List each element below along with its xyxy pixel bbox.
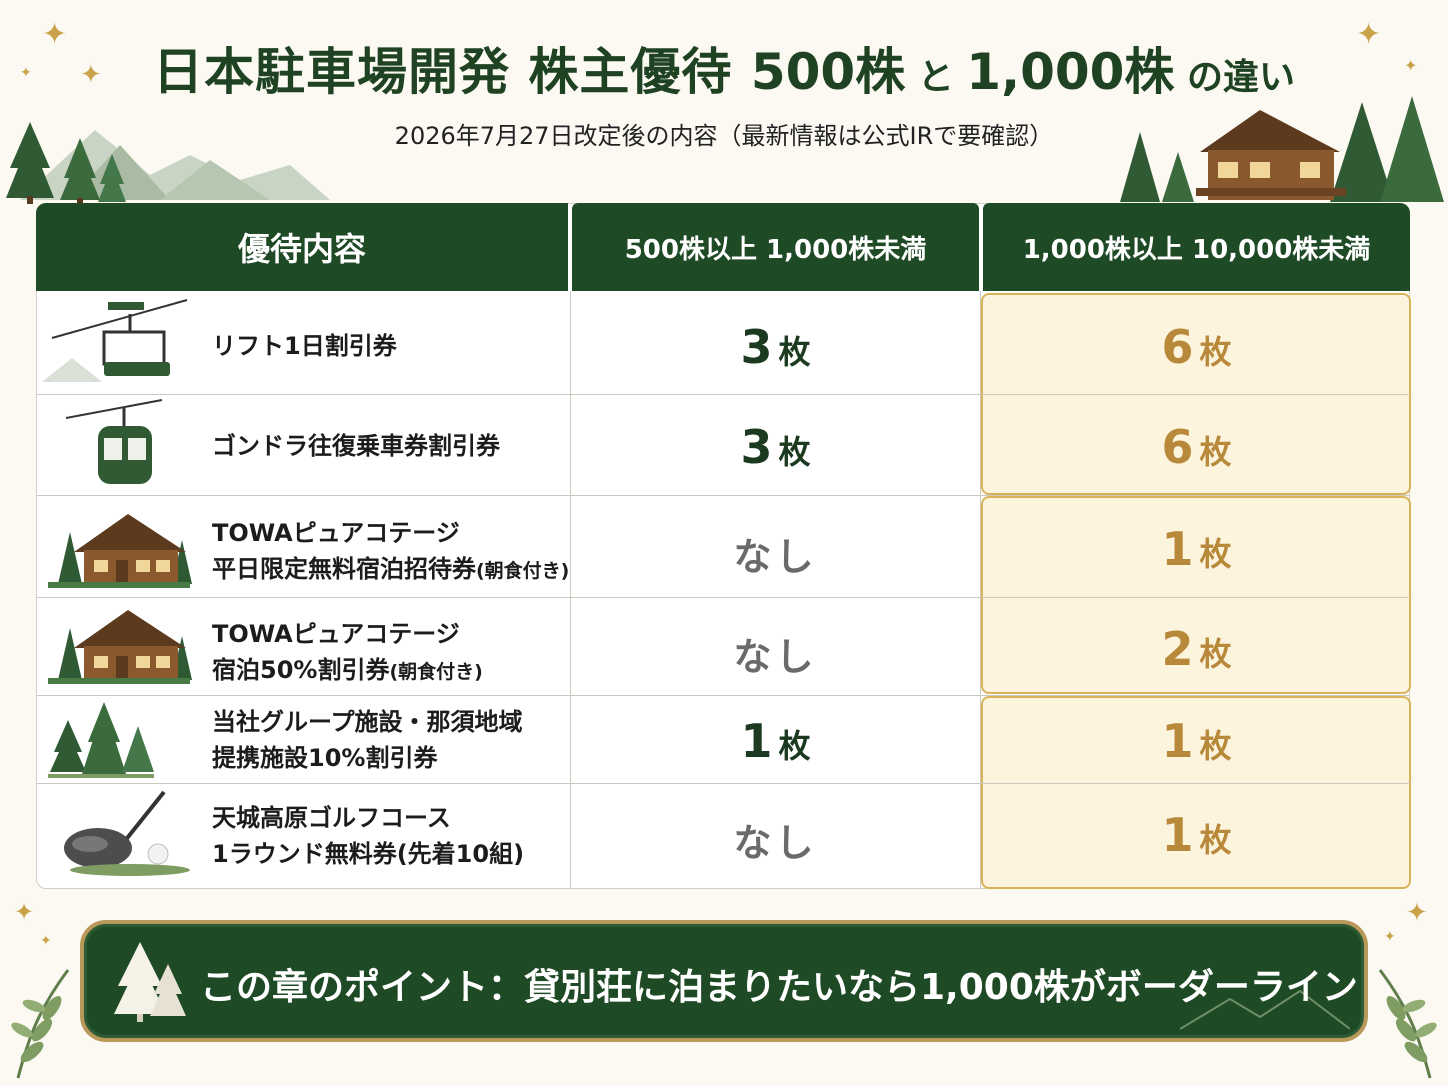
value-unit: 枚	[1199, 635, 1232, 673]
highlight-box	[981, 496, 1411, 694]
benefit-label: 当社グループ施設・那須地域 提携施設10%割引券	[212, 704, 523, 776]
page-subtitle: 2026年7月27日改定後の内容（最新情報は公式IRで要確認）	[394, 122, 1054, 150]
benefit-label: ゴンドラ往復乗車券割引券	[212, 428, 500, 464]
value-500-none: なし	[733, 821, 818, 865]
value-unit: 枚	[778, 433, 811, 471]
header-benefit: 優待内容	[36, 203, 568, 291]
header-1000-shares: 1,000株以上 10,000株未満	[983, 203, 1410, 291]
leaf-branch-right-icon	[1378, 969, 1437, 1079]
benefit-label: TOWAピュアコテージ 宿泊50%割引券(朝食付き)	[212, 616, 483, 690]
value-unit: 枚	[1199, 535, 1232, 573]
leaf-branch-left-icon	[11, 969, 70, 1079]
benefit-label-note: (朝食付き)	[389, 661, 483, 683]
column-divider	[980, 291, 981, 888]
benefit-label-line1: 当社グループ施設・那須地域	[212, 708, 523, 736]
value-number: 6	[1161, 420, 1194, 474]
value-unit: 枚	[778, 333, 811, 371]
title-part: 500株	[750, 43, 906, 101]
benefit-label-line2-wrap: 宿泊50%割引券(朝食付き)	[212, 652, 483, 690]
benefit-label-line1: ゴンドラ往復乗車券割引券	[212, 432, 500, 460]
mountains-left-illustration	[20, 130, 330, 200]
ski-lift-icon	[42, 299, 188, 382]
title-part: の違い	[1174, 57, 1295, 98]
golf-club-icon	[64, 790, 190, 876]
cottage-icon	[48, 514, 192, 588]
mountain-outline-icon	[1180, 989, 1350, 1030]
sparkle-icon: ✦	[20, 65, 32, 81]
title-part: と	[905, 57, 967, 98]
value-number: 3	[740, 420, 773, 474]
value-unit: 枚	[1199, 433, 1232, 471]
value-500-none: なし	[733, 635, 818, 679]
highlight-box	[981, 696, 1411, 889]
benefit-label-line2: 提携施設10%割引券	[212, 744, 438, 772]
sparkle-icon: ✦	[14, 898, 35, 926]
sparkle-icon: ✦	[1384, 929, 1396, 945]
header-500-shares: 500株以上 1,000株未満	[572, 203, 979, 291]
sparkle-icon: ✦	[40, 933, 52, 949]
value-unit: 枚	[1199, 333, 1232, 371]
pine-trees-left-illustration	[6, 122, 126, 204]
value-500-none: なし	[733, 535, 818, 579]
value-number: 2	[1161, 622, 1194, 676]
trees-icon	[48, 702, 154, 778]
sparkle-icon: ✦	[1404, 56, 1418, 75]
row-divider	[36, 695, 1410, 696]
page-title: 日本駐車場開発 株主優待 500株 と 1,000株 の違い	[0, 32, 1448, 104]
value-unit: 枚	[778, 727, 811, 765]
cottage-icon	[48, 610, 192, 684]
row-divider	[36, 495, 1410, 496]
benefit-label: リフト1日割引券	[212, 328, 397, 364]
value-number: 1	[740, 714, 773, 768]
benefit-label-note: (朝食付き)	[476, 560, 570, 582]
benefit-label: TOWAピュアコテージ 平日限定無料宿泊招待券(朝食付き)	[212, 515, 569, 589]
benefit-label-line1: 天城高原ゴルフコース	[212, 804, 451, 832]
value-unit: 枚	[1199, 821, 1232, 859]
benefit-label-line2: 宿泊50%割引券	[212, 656, 390, 684]
value-number: 6	[1161, 320, 1194, 374]
benefit-label-line1: TOWAピュアコテージ	[212, 620, 460, 648]
benefit-label-line1: TOWAピュアコテージ	[212, 519, 460, 547]
sparkle-icon: ✦	[42, 17, 68, 52]
sparkle-icon: ✦	[1406, 898, 1428, 928]
benefit-label-line2: 1ラウンド無料券(先着10組)	[212, 840, 525, 868]
column-divider	[570, 291, 571, 888]
title-part: 1,000株	[966, 43, 1175, 101]
log-cabin-top-illustration	[1120, 96, 1444, 202]
title-part: 日本駐車場開発 株主優待	[153, 43, 751, 101]
row-divider	[36, 394, 1410, 395]
row-divider	[36, 597, 1410, 598]
gondola-icon	[66, 399, 163, 484]
benefit-label-line2-wrap: 平日限定無料宿泊招待券(朝食付き)	[212, 551, 569, 589]
sparkle-icon: ✦	[80, 60, 102, 90]
key-point-text: この章のポイント：貸別荘に泊まりたいなら1,000株がボーダーライン	[200, 967, 1358, 1008]
value-number: 1	[1161, 522, 1194, 576]
key-point-banner	[80, 920, 1368, 1042]
benefit-label-line1: リフト1日割引券	[212, 332, 397, 360]
value-number: 3	[740, 320, 773, 374]
sparkle-icon: ✦	[1356, 17, 1382, 52]
benefit-label-line2: 平日限定無料宿泊招待券	[212, 555, 476, 583]
benefit-label: 天城高原ゴルフコース 1ラウンド無料券(先着10組)	[212, 800, 524, 872]
row-divider	[36, 783, 1410, 784]
value-number: 1	[1161, 808, 1194, 862]
value-number: 1	[1161, 714, 1194, 768]
snowy-tree-icon	[114, 942, 186, 1022]
value-unit: 枚	[1199, 727, 1232, 765]
